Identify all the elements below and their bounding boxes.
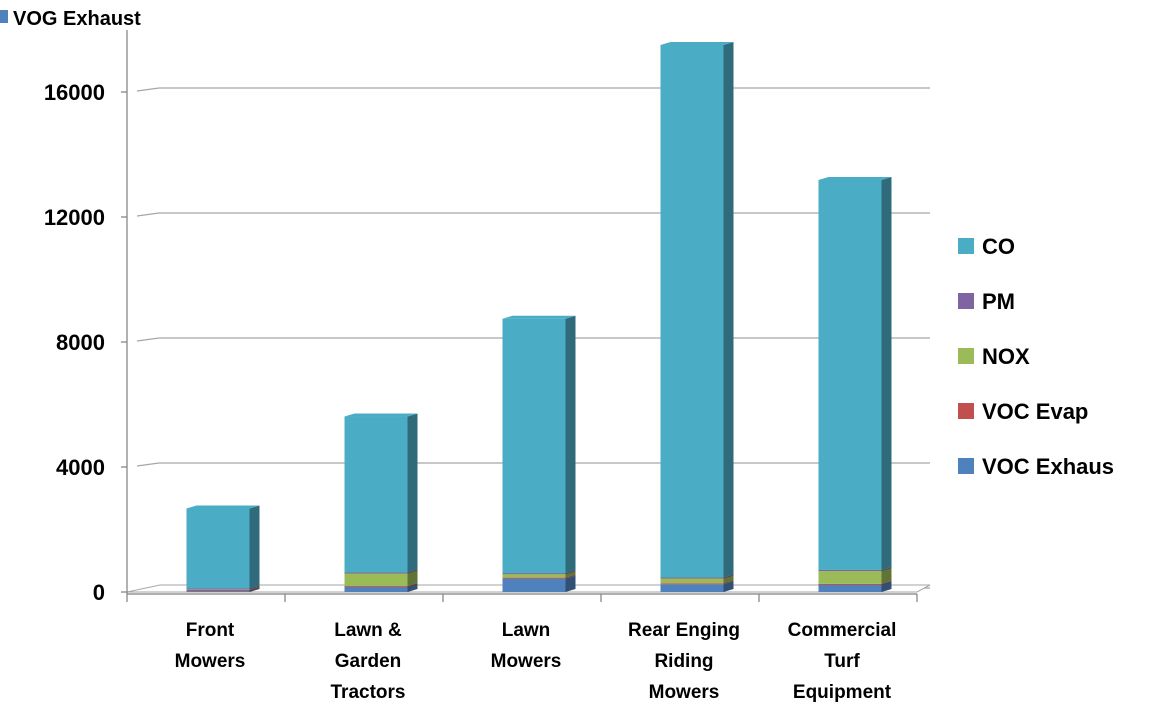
bar-segment — [186, 588, 250, 590]
legend-swatch — [958, 458, 974, 474]
gridline-slant — [136, 337, 160, 342]
bar-segment — [818, 583, 882, 585]
x-category-label: Commercial — [788, 620, 897, 641]
x-category-label: Mowers — [175, 651, 246, 672]
bar-segment — [660, 577, 724, 584]
gridline-slant — [136, 462, 160, 467]
bar-side-face — [565, 315, 576, 574]
legend-label: VOC Evap — [982, 399, 1088, 424]
legend-swatch — [958, 238, 974, 254]
bar-segment — [344, 416, 408, 573]
legend-swatch — [958, 348, 974, 364]
bar-side-face — [407, 583, 418, 592]
chart-title: VOG Exhaust — [13, 8, 141, 30]
x-category-label: Lawn & — [334, 620, 402, 641]
bar-side-face — [723, 574, 734, 584]
legend-swatch — [958, 293, 974, 309]
bar-side-face — [407, 569, 418, 587]
legend-label: CO — [982, 234, 1015, 259]
gridline-slant — [136, 87, 160, 92]
bar-side-face — [249, 505, 260, 589]
x-category-label: Garden — [335, 651, 402, 672]
bar-side-face — [723, 41, 734, 578]
bar-segment — [344, 572, 408, 587]
bar-side-face — [407, 583, 418, 588]
bar-segment — [186, 508, 250, 589]
bar-side-face — [723, 581, 734, 592]
x-category-label: Equipment — [793, 682, 892, 703]
bar-segment — [660, 44, 724, 578]
bar-side-face — [881, 580, 892, 585]
bar-segment — [660, 584, 724, 592]
bar-segment — [344, 586, 408, 592]
title-swatch — [0, 10, 8, 23]
bar-top-face — [344, 413, 418, 417]
y-tick-label: 16000 — [44, 80, 105, 105]
bar-segment — [502, 573, 566, 575]
bar-side-face — [249, 586, 260, 591]
bar-top-face — [660, 41, 734, 45]
bar-side-face — [407, 569, 418, 574]
bar-segment — [344, 586, 408, 588]
bar-top-face — [818, 176, 892, 180]
bar-side-face — [723, 574, 734, 579]
bar-segment — [344, 572, 408, 574]
y-tick-label: 12000 — [44, 205, 105, 230]
bar-segment — [502, 577, 566, 579]
gridline-slant — [136, 212, 160, 217]
bar-side-face — [407, 413, 418, 573]
legend-swatch — [958, 403, 974, 419]
bar-segment — [818, 569, 882, 571]
y-tick-label: 8000 — [56, 330, 105, 355]
x-category-label: Tractors — [331, 682, 406, 703]
bar-segment — [818, 570, 882, 584]
legend-label: PM — [982, 289, 1015, 314]
y-tick-label: 0 — [93, 580, 105, 605]
x-category-label: Mowers — [649, 682, 720, 703]
x-category-label: Turf — [824, 651, 860, 672]
bar-segment — [186, 589, 250, 591]
bar-side-face — [249, 585, 260, 590]
legend-label: VOC Exhaus — [982, 454, 1114, 479]
bar-segment — [186, 590, 250, 592]
x-category-label: Front — [186, 620, 235, 641]
bar-segment — [502, 578, 566, 592]
legend-label: NOX — [982, 344, 1030, 369]
bar-top-face — [502, 315, 576, 319]
x-category-label: Rear Enging — [628, 620, 740, 641]
bar-top-face — [186, 505, 260, 509]
bar-side-face — [565, 570, 576, 578]
bar-segment — [818, 179, 882, 570]
bar-segment — [502, 573, 566, 578]
bar-segment — [660, 583, 724, 585]
y-tick-label: 4000 — [56, 455, 105, 480]
bar-segment — [660, 577, 724, 579]
x-category-label: Mowers — [491, 651, 562, 672]
bar-side-face — [565, 570, 576, 575]
bar-side-face — [565, 574, 576, 579]
bar-side-face — [881, 176, 892, 570]
x-category-label: Lawn — [502, 620, 551, 641]
bar-side-face — [565, 575, 576, 592]
bar-segment — [818, 584, 882, 592]
bar-side-face — [723, 580, 734, 585]
x-category-label: Riding — [654, 651, 713, 672]
bar-segment — [502, 318, 566, 574]
bar-side-face — [881, 566, 892, 571]
bar-side-face — [881, 567, 892, 584]
